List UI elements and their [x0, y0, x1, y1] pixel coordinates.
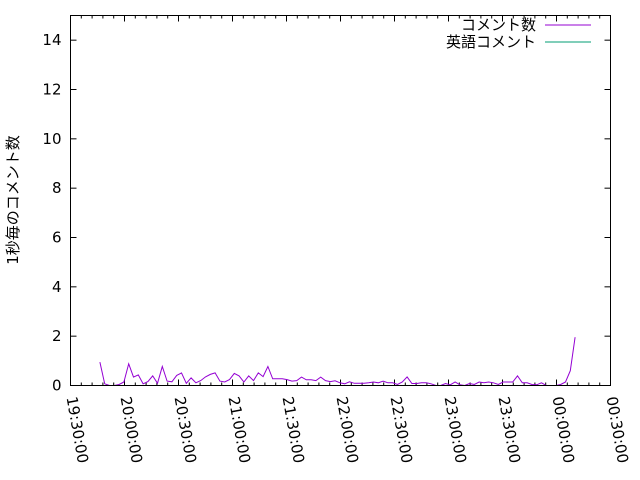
plot-border — [70, 15, 611, 386]
x-tick-label: 00:00:00 — [549, 395, 578, 464]
x-tick-label: 21:00:00 — [225, 395, 254, 464]
y-tick-label: 10 — [42, 130, 61, 148]
axis-ticks — [70, 15, 611, 386]
legend-label-english: 英語コメント — [446, 33, 536, 51]
x-tick-label: 23:30:00 — [495, 395, 524, 464]
y-tick-label: 6 — [52, 229, 62, 247]
y-axis-label: 1秒毎のコメント数 — [4, 135, 22, 265]
series-line-comments — [99, 337, 576, 387]
x-tick-label: 21:30:00 — [279, 395, 308, 464]
x-tick-labels: 19:30:00 20:00:00 20:30:00 21:00:00 21:30:00… — [63, 395, 632, 464]
y-tick-label: 0 — [52, 377, 62, 395]
y-tick-label: 4 — [52, 278, 62, 296]
x-tick-label: 23:00:00 — [441, 395, 470, 464]
x-tick-label: 20:30:00 — [171, 395, 200, 464]
x-tick-label: 00:30:00 — [603, 395, 632, 464]
x-tick-label: 22:30:00 — [387, 395, 416, 464]
legend: コメント数 英語コメント — [446, 16, 591, 51]
y-tick-label: 14 — [42, 31, 61, 49]
y-tick-labels: 0 2 4 6 8 10 12 14 — [42, 31, 61, 394]
x-tick-label: 19:30:00 — [63, 395, 92, 464]
y-tick-label: 12 — [42, 81, 61, 99]
y-tick-label: 2 — [52, 327, 62, 345]
series-lines — [99, 337, 576, 387]
x-tick-label: 22:00:00 — [333, 395, 362, 464]
x-tick-label: 20:00:00 — [117, 395, 146, 464]
y-tick-label: 8 — [52, 179, 62, 197]
legend-label-comments: コメント数 — [461, 16, 536, 34]
